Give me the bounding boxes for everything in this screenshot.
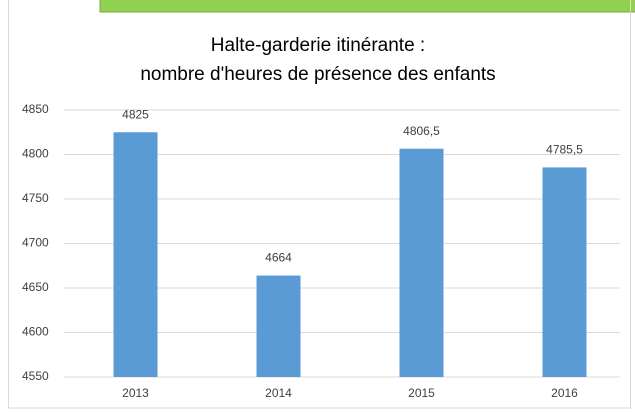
header-strip (99, 0, 635, 13)
bar (113, 132, 158, 377)
y-tick-label: 4700 (22, 236, 49, 250)
bar (542, 167, 587, 377)
bar (256, 275, 301, 377)
y-tick-label: 4800 (22, 147, 49, 161)
value-label: 4806,5 (403, 124, 440, 138)
value-label: 4825 (122, 107, 149, 121)
y-tick-label: 4600 (22, 325, 49, 339)
value-label: 4785,5 (546, 143, 583, 157)
y-tick-label: 4750 (22, 191, 49, 205)
chart-border (8, 0, 631, 409)
x-tick-label: 2013 (122, 386, 149, 400)
chart-title: Halte-garderie itinérante : (211, 35, 425, 56)
y-tick-label: 4550 (22, 369, 49, 383)
y-tick-label: 4850 (22, 102, 49, 116)
bar (399, 148, 444, 377)
x-tick-label: 2015 (408, 386, 435, 400)
chart-title: nombre d'heures de présence des enfants (140, 64, 495, 85)
x-tick-label: 2016 (551, 386, 578, 400)
x-tick-label: 2014 (265, 386, 292, 400)
value-label: 4664 (265, 251, 292, 265)
y-tick-label: 4650 (22, 280, 49, 294)
